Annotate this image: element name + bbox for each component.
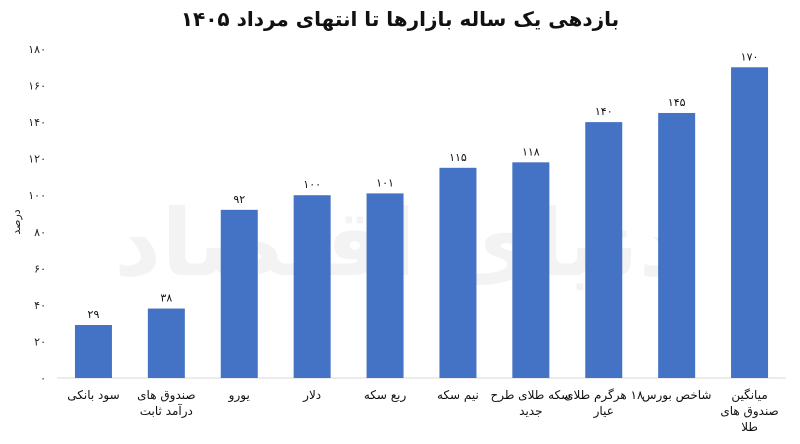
data-label: ۲۹ — [88, 308, 100, 321]
data-label: ۱۱۵ — [449, 151, 467, 164]
bars — [74, 67, 769, 379]
category-label: درآمد ثابت — [140, 403, 193, 419]
y-axis-ticks: ۰ ۲۰ ۴۰ ۶۰ ۸۰ ۱۰۰ ۱۲۰ ۱۴۰ ۱۶۰ ۱۸۰ — [28, 43, 46, 385]
bar — [585, 122, 623, 378]
category-label: سکه طلای طرح — [490, 388, 571, 403]
category-label: سود بانکی — [67, 388, 119, 403]
data-label: ۱۷۰ — [741, 50, 759, 63]
bar — [366, 193, 404, 378]
bar — [293, 195, 331, 378]
y-tick-label: ۲۰ — [34, 335, 46, 348]
y-tick-label: ۴۰ — [34, 299, 46, 312]
category-label: جدید — [519, 404, 542, 418]
bar — [512, 162, 550, 378]
y-axis-label: درصد — [10, 209, 23, 234]
bar — [439, 167, 477, 378]
category-label: ۱۸ هرگرم طلای — [564, 388, 644, 403]
category-label: عیار — [593, 404, 614, 419]
y-tick-label: ۱۲۰ — [28, 153, 46, 166]
category-label: یورو — [228, 388, 250, 403]
y-tick-label: ۱۰۰ — [28, 189, 46, 202]
data-label: ۱۰۱ — [376, 176, 394, 189]
data-label: ۱۱۸ — [522, 145, 540, 158]
category-label: دلار — [302, 388, 321, 403]
y-tick-label: ۶۰ — [34, 262, 46, 275]
bar — [220, 209, 258, 378]
data-label: ۱۴۰ — [595, 105, 613, 118]
chart-title: بازدهی یک ساله بازارها تا انتهای مرداد ۱… — [181, 7, 619, 31]
y-tick-label: ۸۰ — [34, 226, 46, 239]
category-label: صندوق های — [137, 388, 195, 403]
bar — [658, 112, 696, 378]
y-tick-label: ۱۴۰ — [28, 116, 46, 129]
category-label: شاخص بورس — [642, 388, 712, 403]
bar — [147, 308, 185, 378]
data-label: ۳۸ — [160, 292, 172, 305]
bar — [74, 324, 112, 378]
bar — [731, 67, 769, 379]
category-label: صندوق های — [720, 404, 778, 419]
data-label: ۱۰۰ — [303, 178, 321, 191]
y-tick-label: ۰ — [40, 372, 46, 385]
category-label: میانگین — [731, 388, 767, 403]
y-tick-label: ۱۸۰ — [28, 43, 46, 56]
category-label: طلا — [741, 420, 758, 434]
category-label: نیم سکه — [437, 388, 479, 402]
data-label: ۱۴۵ — [668, 96, 686, 109]
y-tick-label: ۱۶۰ — [28, 80, 46, 93]
data-labels: ۲۹ ۳۸ ۹۲ ۱۰۰ ۱۰۱ ۱۱۵ ۱۱۸ ۱۴۰ ۱۴۵ ۱۷۰ — [88, 50, 759, 321]
data-label: ۹۲ — [233, 193, 245, 206]
category-label: ربع سکه — [364, 388, 407, 403]
